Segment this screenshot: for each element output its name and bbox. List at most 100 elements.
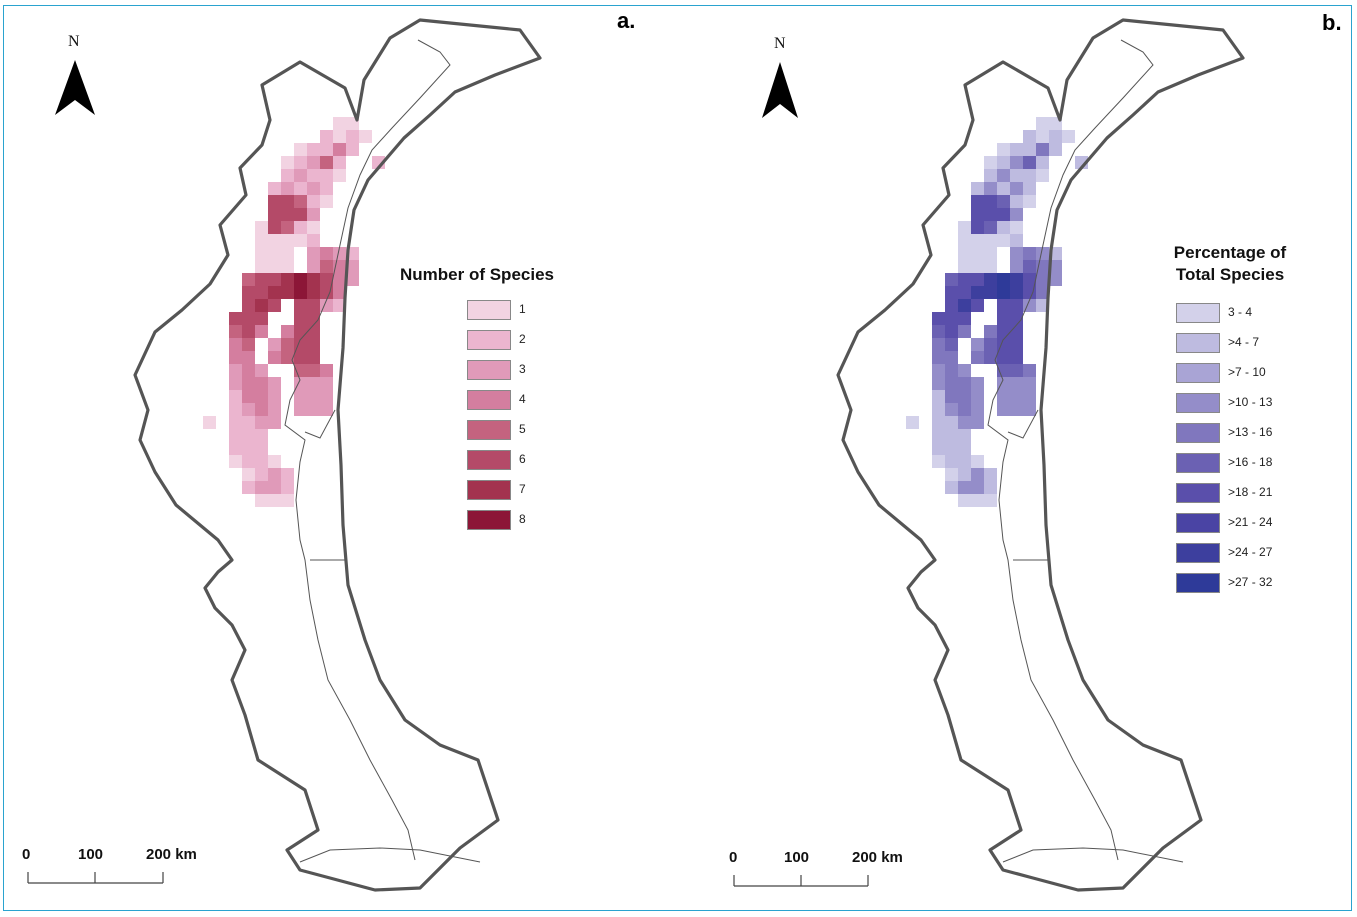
grid-cell <box>346 130 359 143</box>
grid-cell <box>229 312 242 325</box>
grid-cell <box>971 273 984 286</box>
panel-b-legend-label: >16 - 18 <box>1228 455 1273 469</box>
boundary-line-b <box>1002 409 1184 863</box>
panel-a-legend-swatch <box>467 480 511 500</box>
grid-cell <box>958 247 971 260</box>
panel-b-legend-swatch <box>1176 453 1220 473</box>
river-a <box>284 39 451 861</box>
panel-b-legend-swatch <box>1176 573 1220 593</box>
grid-cell <box>945 416 958 429</box>
grid-cell <box>945 377 958 390</box>
panel-a-legend-label: 3 <box>519 362 526 376</box>
panel-b-legend-label: >24 - 27 <box>1228 545 1273 559</box>
grid-cell <box>1010 377 1023 390</box>
grid-cell <box>1023 182 1036 195</box>
grid-cell <box>320 143 333 156</box>
panel-a-legend-label: 4 <box>519 392 526 406</box>
grid-cell <box>294 390 307 403</box>
grid-cell <box>1036 156 1049 169</box>
grid-cell <box>1036 143 1049 156</box>
grid-cell <box>268 377 281 390</box>
grid-cell <box>255 403 268 416</box>
grid-cell <box>1010 390 1023 403</box>
grid-cell <box>307 221 320 234</box>
grid-cell <box>281 481 294 494</box>
scale-tick-0-a: 0 <box>22 846 31 863</box>
grid-cell <box>1023 195 1036 208</box>
grid-cell <box>242 455 255 468</box>
grid-cell <box>320 182 333 195</box>
scale-tick-200-b: 200 km <box>852 849 903 866</box>
grid-cell <box>307 351 320 364</box>
grid-cell <box>333 130 346 143</box>
grid-cell <box>307 208 320 221</box>
grid-cell <box>320 286 333 299</box>
grid-cell <box>984 169 997 182</box>
grid-cell <box>1010 351 1023 364</box>
panel-label-a: a. <box>617 8 636 33</box>
grid-cell <box>320 169 333 182</box>
north-label-a: N <box>68 33 80 50</box>
grid-cell <box>281 338 294 351</box>
grid-cell <box>242 403 255 416</box>
grid-cell <box>932 364 945 377</box>
grid-cell <box>294 377 307 390</box>
grid-cell <box>984 325 997 338</box>
grid-cell <box>307 156 320 169</box>
grid-cell <box>1049 143 1062 156</box>
grid-cell <box>281 221 294 234</box>
grid-cell <box>945 351 958 364</box>
grid-cell <box>1036 286 1049 299</box>
grid-cell <box>958 364 971 377</box>
grid-cell <box>268 208 281 221</box>
grid-cell <box>294 156 307 169</box>
grid-cell <box>281 208 294 221</box>
grid-cell <box>1023 364 1036 377</box>
grid-cell <box>997 377 1010 390</box>
grid-cell <box>255 260 268 273</box>
grid-cell <box>958 273 971 286</box>
grid-cell <box>1023 260 1036 273</box>
grid-cell <box>945 286 958 299</box>
grid-cell <box>255 416 268 429</box>
grid-cell <box>294 234 307 247</box>
grid-cell <box>268 390 281 403</box>
grid-cell <box>971 195 984 208</box>
grid-cell <box>1023 403 1036 416</box>
grid-cell <box>268 286 281 299</box>
grid-cell <box>333 286 346 299</box>
grid-cell <box>320 273 333 286</box>
grid-cell <box>307 403 320 416</box>
grid-cell <box>320 247 333 260</box>
grid-cell <box>932 455 945 468</box>
grid-cell <box>320 130 333 143</box>
grid-cell <box>945 312 958 325</box>
panel-b-legend-label: >7 - 10 <box>1228 365 1266 379</box>
legend-title-b-line2: Total Species <box>1175 265 1285 284</box>
grid-cell <box>229 351 242 364</box>
grid-cell <box>281 260 294 273</box>
grid-cell <box>958 286 971 299</box>
panel-a-legend-label: 6 <box>519 452 526 466</box>
grid-cell <box>971 221 984 234</box>
grid-cell <box>242 468 255 481</box>
grid-cell <box>229 403 242 416</box>
grid-cell <box>971 247 984 260</box>
grid-cell <box>971 494 984 507</box>
grid-cell <box>255 234 268 247</box>
grid-cell <box>1023 130 1036 143</box>
grid-cell <box>1062 130 1075 143</box>
grid-cell <box>971 377 984 390</box>
grid-cell <box>971 481 984 494</box>
grid-cell <box>945 455 958 468</box>
grid-cell <box>997 195 1010 208</box>
grid-cell <box>997 286 1010 299</box>
grid-cell <box>1010 247 1023 260</box>
grid-cell <box>294 299 307 312</box>
region-outline-b <box>836 18 1245 892</box>
scale-bar-b <box>733 875 869 887</box>
grid-cell <box>971 182 984 195</box>
grid-cell <box>255 468 268 481</box>
grid-cell <box>932 338 945 351</box>
grid-cell <box>307 299 320 312</box>
